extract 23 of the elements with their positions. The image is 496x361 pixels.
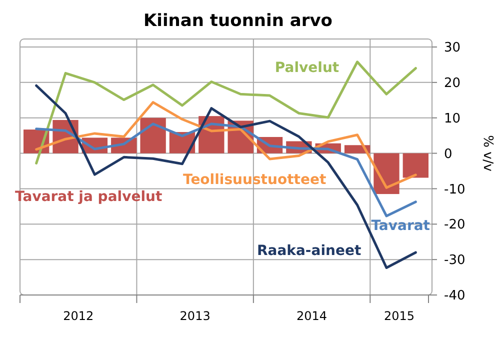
text: 2014 [296,309,328,323]
text: 2013 [180,309,210,323]
y-axis-title: % v/v [480,135,495,172]
text: 2015 [384,309,415,323]
y-tick-label: -30 [444,253,466,268]
series-label: Palvelut [274,60,340,76]
series-label: Raaka-aineet [257,243,362,259]
bar [140,118,166,154]
y-tick-label: -20 [444,218,466,233]
bar [402,153,428,178]
y-tick-label: -10 [444,182,466,198]
line-series [35,101,417,189]
y-tick-label: 10 [444,111,461,126]
y-tick-label: -40 [444,288,466,304]
y-tick-label: 20 [444,76,461,91]
series-label: Teollisuustuotteet [183,172,326,188]
text: Tavarat ja palvelut [15,189,162,205]
line-series [35,60,417,164]
series-label: Tavarat [371,218,430,234]
text: 2012 [63,309,94,323]
y-tick-label: 0 [444,146,452,162]
chart-title: Kiinan tuonnin arvo [143,11,333,31]
y-tick-label: 30 [444,40,461,56]
